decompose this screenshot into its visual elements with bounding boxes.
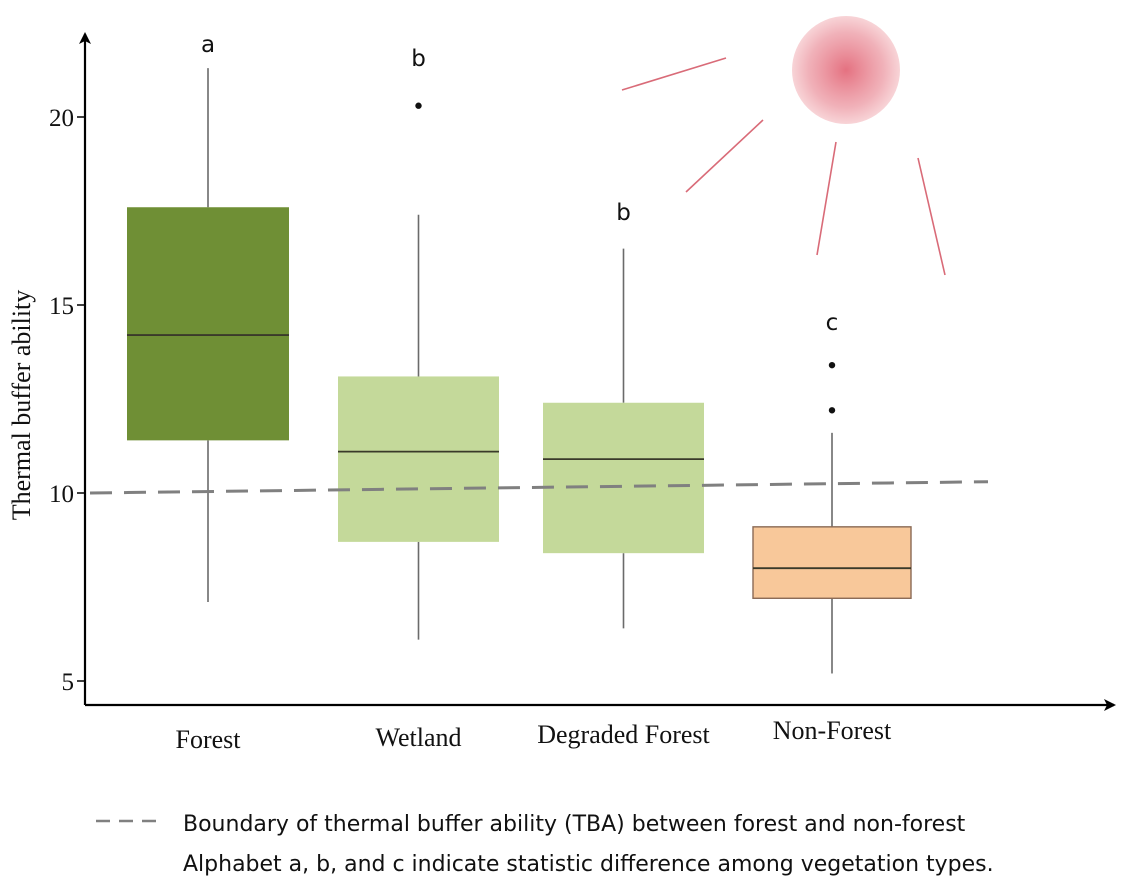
significance-letter-non-forest: c: [826, 310, 839, 336]
x-tick-label-wetland: Wetland: [376, 723, 462, 752]
legend-boundary-label: Boundary of thermal buffer ability (TBA)…: [183, 812, 966, 837]
box-degraded-forest: [543, 402, 704, 554]
y-tick-label-10: 10: [49, 481, 74, 508]
outlier-wetland-1: [415, 102, 422, 109]
significance-letter-wetland: b: [411, 46, 426, 72]
box-non-forest: [752, 526, 912, 599]
x-tick-label-non-forest: Non-Forest: [773, 716, 892, 745]
y-axis-label: Thermal buffer ability: [7, 290, 36, 521]
legend: Boundary of thermal buffer ability (TBA)…: [96, 812, 994, 877]
x-tick-label-degraded-forest: Degraded Forest: [537, 720, 710, 749]
legend-note: Alphabet a, b, and c indicate statistic …: [183, 852, 994, 877]
boundary-dashed-line: [89, 480, 989, 495]
y-tick-label-5: 5: [62, 669, 75, 696]
sun-icon: [621, 16, 946, 276]
significance-letter-degraded-forest: b: [616, 200, 631, 226]
box-forest: [127, 207, 289, 441]
significance-letter-forest: a: [201, 32, 215, 58]
box-wetland: [338, 376, 499, 542]
y-tick-label-20: 20: [49, 105, 74, 132]
outlier-non-forest-2: [828, 361, 836, 369]
y-tick-label-15: 15: [49, 293, 74, 320]
x-tick-label-forest: Forest: [176, 725, 242, 754]
outlier-non-forest-1: [828, 407, 836, 414]
